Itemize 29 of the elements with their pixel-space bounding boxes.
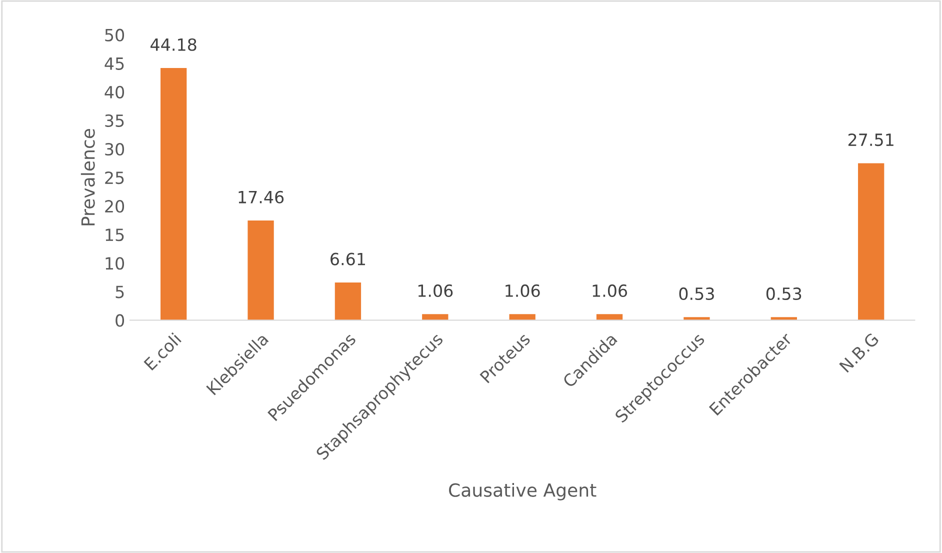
- y-tick-label: 40: [104, 86, 124, 98]
- y-tick-label: 35: [105, 114, 124, 128]
- data-label: 0.53: [679, 287, 714, 300]
- y-tick-label: 0: [116, 314, 124, 327]
- y-tick-label: 20: [105, 200, 124, 213]
- bar: [334, 282, 362, 320]
- data-label: 1.06: [506, 284, 540, 298]
- y-axis-title: Prevalence: [80, 128, 95, 226]
- y-tick-label: 25: [105, 171, 124, 184]
- data-label: 44.18: [150, 38, 196, 51]
- y-tick-label: 15: [106, 228, 124, 242]
- data-label: 1.06: [592, 284, 628, 298]
- data-label: 27.51: [848, 133, 894, 146]
- bar: [248, 220, 274, 320]
- y-tick-label: 10: [106, 257, 124, 270]
- x-axis-title: Causative Agent: [449, 482, 596, 500]
- y-tick-label: 30: [105, 142, 124, 156]
- y-tick-label: 50: [105, 28, 124, 42]
- bar: [422, 314, 448, 320]
- y-tick-label: 45: [104, 58, 124, 70]
- bar: [160, 68, 187, 320]
- bar: [509, 314, 536, 320]
- data-label: 6.61: [330, 252, 365, 266]
- data-label: 17.46: [238, 190, 284, 204]
- data-label: 0.53: [766, 287, 802, 300]
- bar: [858, 163, 884, 320]
- y-tick-label: 5: [116, 286, 124, 298]
- data-label: 1.06: [418, 284, 453, 298]
- bar: [596, 314, 623, 320]
